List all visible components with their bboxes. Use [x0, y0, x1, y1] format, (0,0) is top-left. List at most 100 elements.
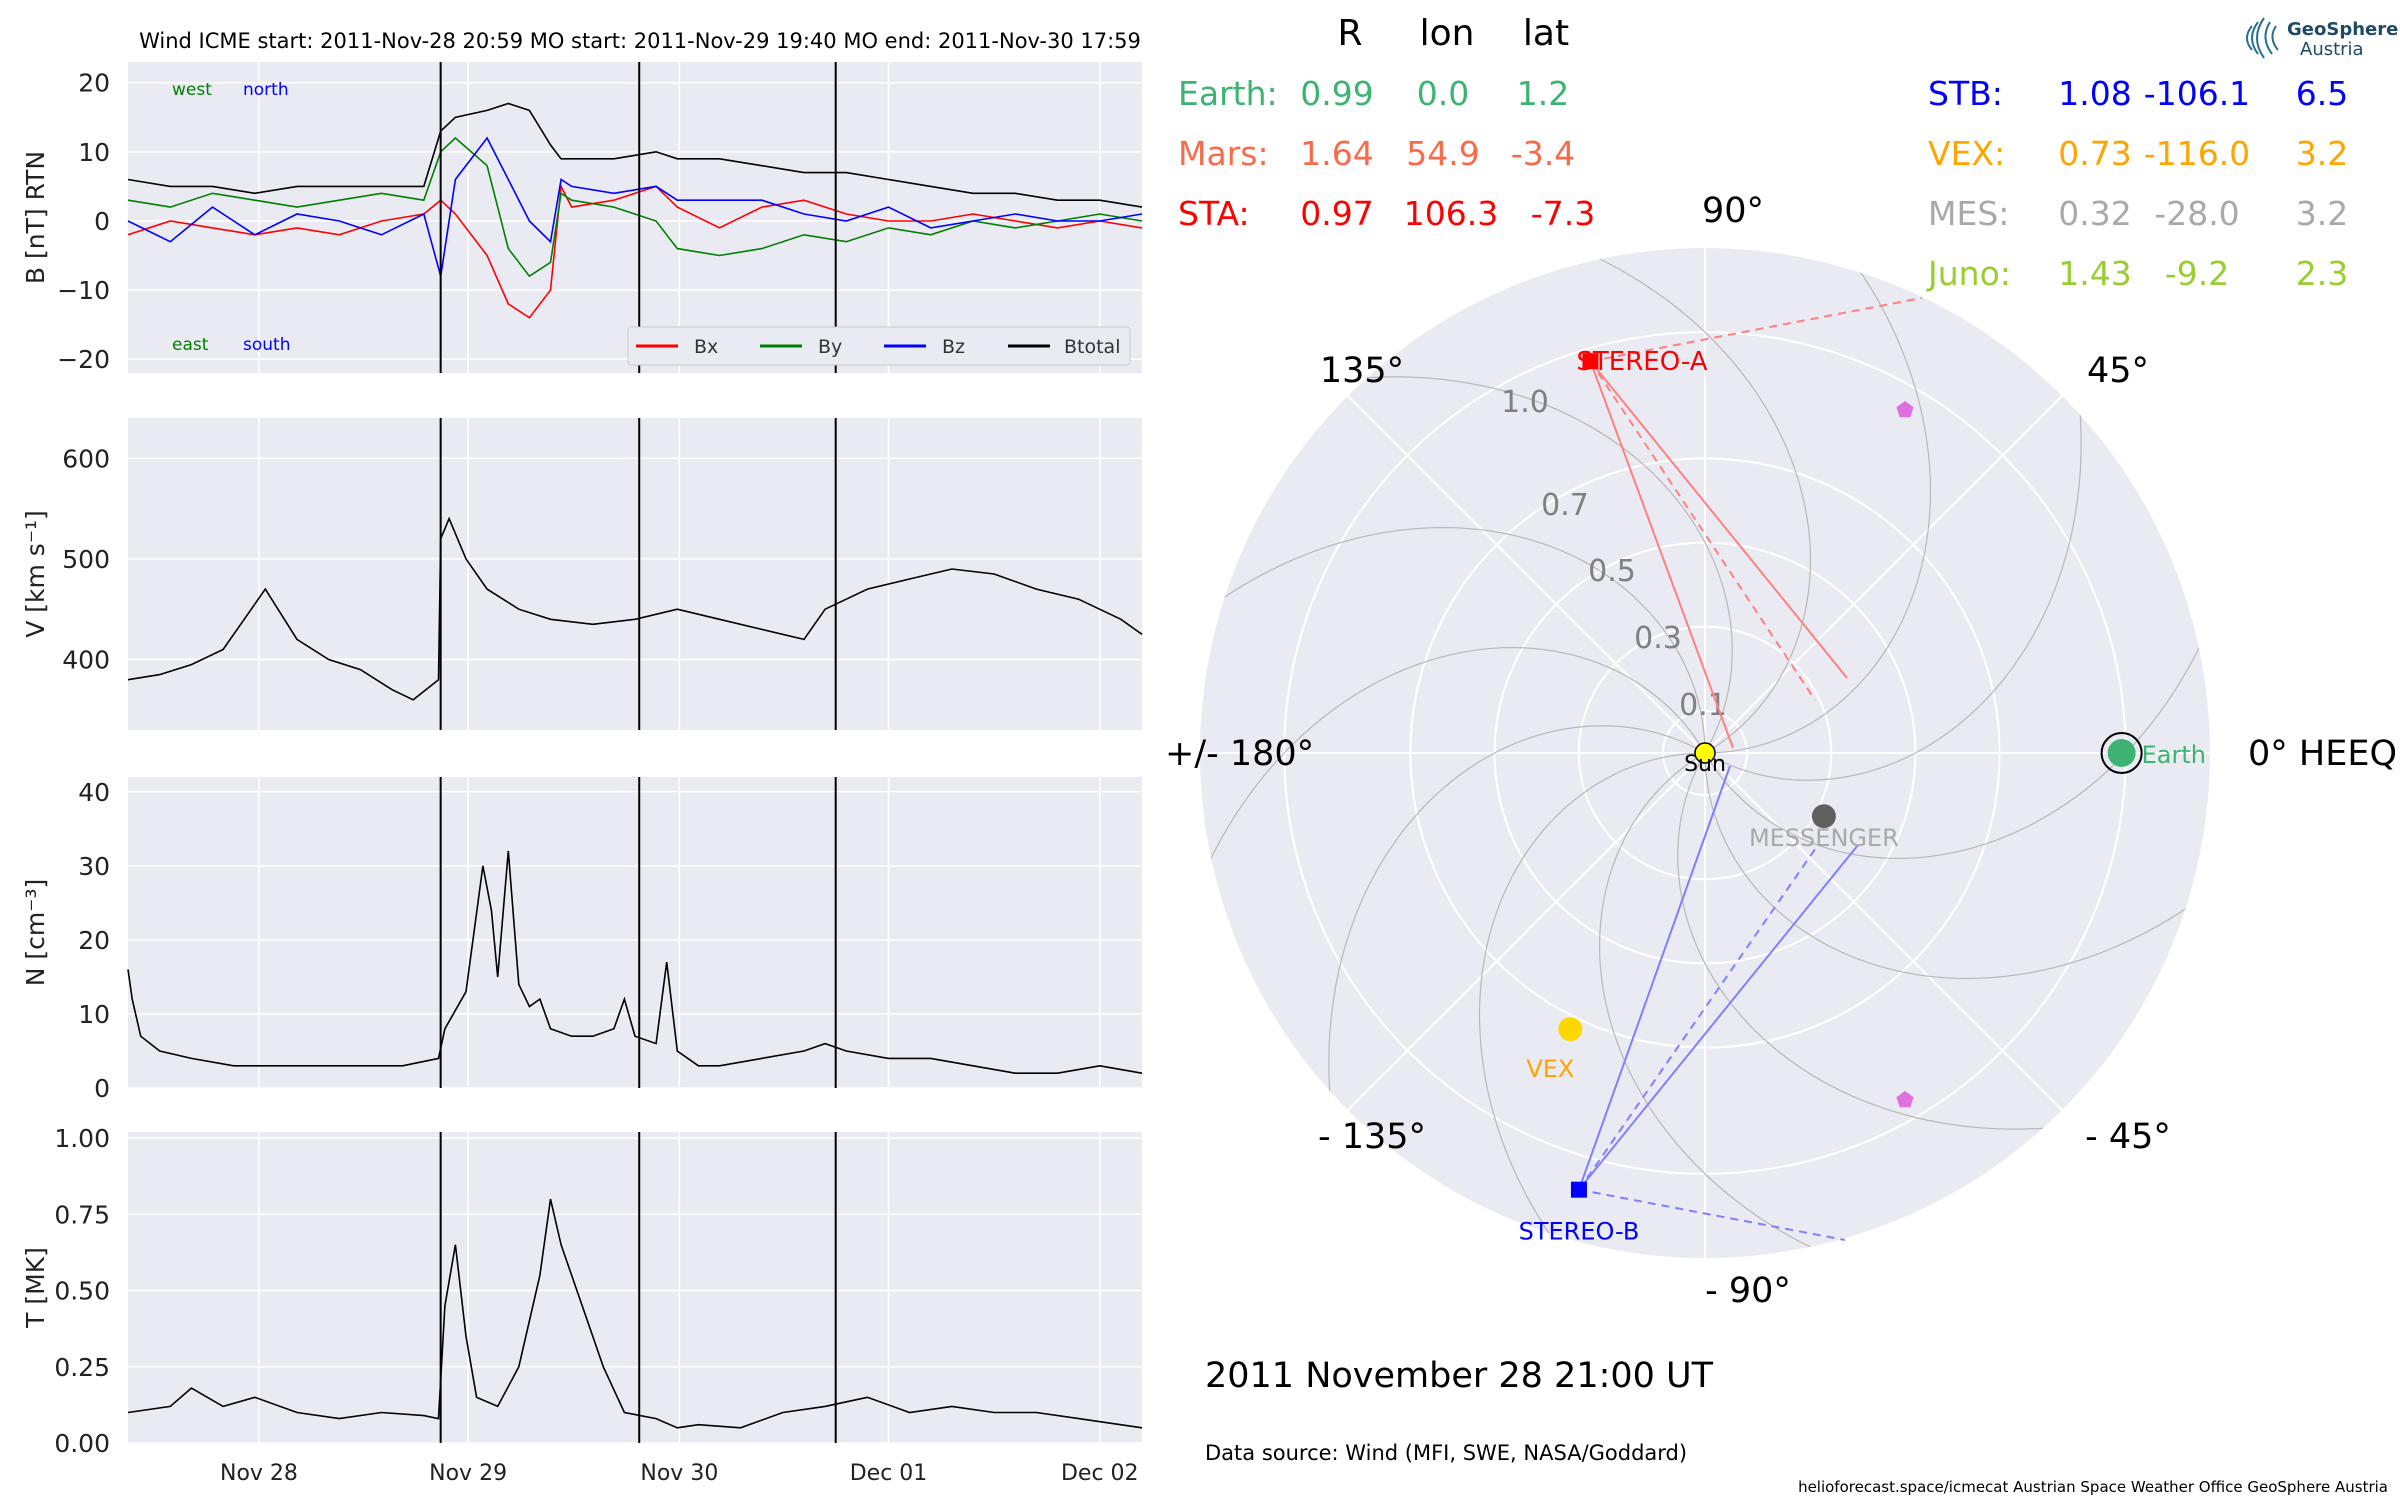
stb-view-line [1578, 844, 1859, 1191]
spiral-line [1298, 376, 1733, 754]
body-marker [1896, 401, 1914, 418]
parker-spirals [1200, 248, 2210, 1258]
table-lat: 6.5 [2296, 74, 2348, 113]
angular-gridline [1347, 752, 1706, 1111]
ytick-label: 20 [78, 926, 110, 955]
panel-1: 20 10 0 −10 −20 B [nT] RTN [21, 62, 1143, 374]
angular-gridline [1347, 395, 1706, 754]
table-r: 0.97 [1300, 194, 1373, 233]
spiral-line [1478, 752, 1706, 1258]
body-marker [1558, 1017, 1583, 1042]
sta-view-line [1590, 297, 1923, 363]
angle-label: - 45° [2085, 1117, 2171, 1157]
radial-label: 0.3 [1634, 621, 1682, 656]
spiral-line [1200, 646, 1706, 923]
ytick-label: 0.50 [54, 1277, 110, 1306]
footer-text: helioforecast.space/icmecat Austrian Spa… [1798, 1478, 2388, 1496]
body-marker [1811, 804, 1836, 829]
annotation-east: east [172, 335, 209, 355]
angle-label: 135° [1320, 351, 1404, 391]
body-vex: VEX [1526, 1017, 1583, 1083]
spiral-line [1704, 346, 2082, 781]
table-lon: 0.0 [1417, 74, 1469, 113]
date-text: 2011 November 28 21:00 UT [1205, 1356, 1714, 1396]
table-row-mars: Mars: 1.64 54.9 -3.4 [1178, 134, 1575, 173]
logo-line1: GeoSphere [2287, 19, 2398, 40]
radial-label: 0.7 [1541, 488, 1589, 523]
angle-label: 90° [1702, 191, 1764, 231]
xtick-label: Nov 30 [640, 1461, 718, 1486]
position-table: R lon lat Earth: 0.99 0.0 1.2 Mars: 1.64… [1178, 13, 2348, 293]
table-r: 0.73 [2058, 134, 2131, 173]
angle-label: - 135° [1318, 1117, 1426, 1157]
table-lat: -3.4 [1511, 134, 1575, 173]
panel-4: 1.00 0.75 0.50 0.25 0.00 T [MK] [21, 1124, 1143, 1458]
ytick-label: 10 [78, 1000, 110, 1029]
table-row-earth: Earth: 0.99 0.0 1.2 [1178, 74, 1569, 113]
table-r: 1.43 [2058, 254, 2131, 293]
b-legend: Bx By Bz Btotal [627, 326, 1131, 366]
series-n [127, 850, 1143, 1074]
annotation-north: north [243, 80, 289, 100]
series-t [127, 1198, 1143, 1429]
xtick-label: Nov 29 [429, 1461, 507, 1486]
polar-orbit-plot: 1.0 0.7 0.5 0.3 0.1 0° HEEQ 45° 90° 135° +/- 180°… [1165, 191, 2397, 1311]
legend-label-by: By [818, 336, 842, 358]
ytick-label: −20 [57, 345, 110, 374]
logo-line2: Austria [2300, 39, 2364, 60]
body-label: MESSENGER [1749, 824, 1899, 852]
body-marker [1896, 1091, 1914, 1108]
ylabel: T [MK] [21, 1247, 50, 1329]
panel-background [128, 418, 1142, 730]
body-messenger: MESSENGER [1749, 804, 1899, 852]
table-r: 1.64 [1300, 134, 1373, 173]
series-by [127, 136, 1143, 278]
radial-label: 0.1 [1679, 688, 1727, 723]
table-lon: -9.2 [2165, 254, 2229, 293]
spiral-line [1535, 248, 1812, 754]
table-lat: 3.2 [2296, 194, 2348, 233]
table-lat: -7.3 [1531, 194, 1595, 233]
angular-gridline [1704, 752, 2063, 1111]
radial-label: 0.5 [1588, 554, 1636, 589]
legend-box [627, 326, 1131, 366]
series-bz [127, 136, 1143, 277]
ytick-label: 600 [62, 444, 110, 473]
legend-label-bx: Bx [694, 336, 718, 358]
sta-view-line [1589, 360, 1848, 679]
earth-ring [2100, 732, 2143, 774]
table-name: VEX: [1928, 134, 2005, 173]
body-stereo-b: STEREO-B [1519, 1181, 1639, 1246]
body-label: Sun [1684, 752, 1726, 777]
angular-gridline [1704, 395, 2063, 754]
body-earth: Earth [2100, 732, 2206, 774]
xtick-label: Nov 28 [220, 1461, 298, 1486]
sta-view-line [1589, 360, 1734, 749]
body-marker [1694, 742, 1716, 764]
ytick-label: 400 [62, 646, 110, 675]
ytick-label: 20 [78, 69, 110, 98]
angle-label: +/- 180° [1165, 734, 1314, 774]
angle-label: - 90° [1705, 1271, 1791, 1311]
annotation-west: west [172, 80, 212, 100]
body-label: Earth [2142, 741, 2206, 769]
ylabel: B [nT] RTN [21, 151, 50, 284]
spiral-line [1704, 583, 2210, 860]
spiral-line [1200, 526, 1706, 754]
table-name: MES: [1928, 194, 2009, 233]
body-label: VEX [1526, 1055, 1574, 1083]
table-lat: 1.2 [1517, 74, 1569, 113]
body-label: STEREO-A [1576, 347, 1707, 377]
body-marker [1570, 1181, 1587, 1198]
angle-label: 45° [2087, 351, 2149, 391]
spiral-line [1328, 725, 1706, 1160]
table-row-sta: STA: 0.97 106.3 -7.3 [1178, 194, 1595, 233]
body-marker [2107, 739, 2136, 767]
xtick-label: Dec 02 [1061, 1461, 1139, 1486]
table-name: Mars: [1178, 134, 1269, 173]
table-lon: -28.0 [2154, 194, 2239, 233]
table-header-lat: lat [1523, 13, 1569, 54]
ytick-label: 30 [78, 852, 110, 881]
series-btotal [127, 102, 1143, 208]
table-lon: 54.9 [1406, 134, 1479, 173]
